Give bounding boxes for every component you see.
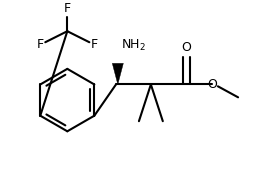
Text: F: F [64, 2, 71, 15]
Text: O: O [208, 78, 217, 91]
Text: F: F [91, 38, 98, 51]
Text: NH$_2$: NH$_2$ [121, 38, 147, 53]
Polygon shape [112, 63, 123, 84]
Text: F: F [36, 38, 43, 51]
Text: O: O [182, 41, 192, 54]
